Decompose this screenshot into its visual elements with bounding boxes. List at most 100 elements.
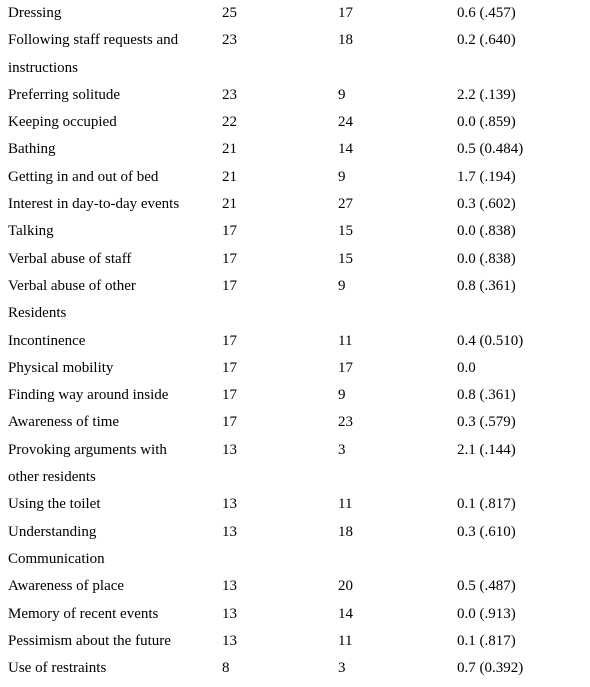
value-col-1: 21	[222, 141, 237, 158]
row-label: Pessimism about the future	[8, 628, 213, 655]
value-col-3: 0.0 (.913)	[457, 605, 516, 622]
row-label: Bathing	[8, 136, 213, 163]
value-col-3: 0.3 (.579)	[457, 414, 516, 431]
value-col-2: 9	[338, 387, 346, 404]
value-col-1: 17	[222, 332, 237, 349]
value-col-2: 14	[338, 605, 353, 622]
row-label-line: Use of restraints	[8, 660, 107, 677]
table-row: Provoking arguments with other residents 1…	[0, 437, 590, 492]
value-col-3: 0.5 (0.484)	[457, 141, 524, 158]
value-col-2: 15	[338, 250, 353, 267]
value-col-1: 21	[222, 196, 237, 213]
row-label: Incontinence	[8, 328, 213, 355]
value-col-2: 3	[338, 660, 346, 677]
row-label-line: Finding way around inside	[8, 387, 169, 404]
value-col-1: 21	[222, 168, 237, 185]
row-label: Dressing	[8, 0, 213, 27]
value-col-1: 13	[222, 605, 237, 622]
row-label: Keeping occupied	[8, 109, 213, 136]
value-col-3: 0.0 (.859)	[457, 114, 516, 131]
row-label: Understanding Communication	[8, 519, 213, 574]
value-col-2: 18	[338, 523, 353, 540]
table-row: Verbal abuse of staff 17 15 0.0 (.838)	[0, 246, 590, 273]
row-label-line: Following staff requests and	[8, 32, 179, 49]
table-row: Using the toilet 13 11 0.1 (.817)	[0, 491, 590, 518]
value-col-2: 18	[338, 32, 353, 49]
value-col-3: 1.7 (.194)	[457, 168, 516, 185]
table-row: Preferring solitude 23 9 2.2 (.139)	[0, 82, 590, 109]
value-col-3: 0.0 (.838)	[457, 223, 516, 240]
row-label-line: Awareness of time	[8, 414, 120, 431]
table-row: Verbal abuse of other Residents 17 9 0.8 (.3…	[0, 273, 590, 328]
row-label: Finding way around inside	[8, 382, 213, 409]
value-col-1: 17	[222, 414, 237, 431]
table-row: Awareness of place 13 20 0.5 (.487)	[0, 573, 590, 600]
value-col-1: 8	[222, 660, 230, 677]
value-col-1: 17	[222, 277, 237, 294]
value-col-3: 0.0	[457, 359, 476, 376]
row-label-line: Physical mobility	[8, 359, 114, 376]
table-row: Getting in and out of bed 21 9 1.7 (.194)	[0, 164, 590, 191]
value-col-2: 20	[338, 578, 353, 595]
row-label: Following staff requests and instructions	[8, 27, 213, 82]
value-col-2: 14	[338, 141, 353, 158]
value-col-3: 0.5 (.487)	[457, 578, 516, 595]
row-label: Awareness of time	[8, 409, 213, 436]
table-row: Talking 17 15 0.0 (.838)	[0, 218, 590, 245]
row-label-line: Verbal abuse of other	[8, 277, 136, 294]
value-col-3: 0.4 (0.510)	[457, 332, 524, 349]
row-label-line: Verbal abuse of staff	[8, 250, 132, 267]
row-label: Getting in and out of bed	[8, 164, 213, 191]
value-col-1: 13	[222, 632, 237, 649]
row-label: Preferring solitude	[8, 82, 213, 109]
value-col-2: 27	[338, 196, 353, 213]
table-row: Physical mobility 17 17 0.0	[0, 355, 590, 382]
row-label-line: Using the toilet	[8, 496, 101, 513]
value-col-3: 0.2 (.640)	[457, 32, 516, 49]
value-col-3: 0.8 (.361)	[457, 387, 516, 404]
value-col-3: 0.3 (.610)	[457, 523, 516, 540]
value-col-3: 0.8 (.361)	[457, 277, 516, 294]
row-label-line: Talking	[8, 223, 54, 240]
value-col-2: 9	[338, 86, 346, 103]
value-col-3: 0.7 (0.392)	[457, 660, 524, 677]
value-col-1: 25	[222, 5, 237, 21]
row-label-line: other residents	[8, 469, 96, 486]
value-col-1: 13	[222, 523, 237, 540]
row-label-line: Understanding	[8, 523, 97, 540]
table-row: Memory of recent events 13 14 0.0 (.913)	[0, 601, 590, 628]
table-row: Finding way around inside 17 9 0.8 (.361)	[0, 382, 590, 409]
value-col-2: 17	[338, 5, 353, 21]
value-col-2: 3	[338, 441, 346, 458]
table-row: Following staff requests and instructions…	[0, 27, 590, 82]
value-col-3: 0.6 (.457)	[457, 5, 516, 21]
row-label: Memory of recent events	[8, 601, 213, 628]
value-col-1: 17	[222, 250, 237, 267]
row-label-line: Pessimism about the future	[8, 632, 171, 649]
row-label: Using the toilet	[8, 491, 213, 518]
table-row: Use of restraints 8 3 0.7 (0.392)	[0, 655, 590, 682]
table-row: Interest in day-to-day events 21 27 0.3 (.6…	[0, 191, 590, 218]
row-label-line: Dressing	[8, 5, 62, 21]
row-label-line: Bathing	[8, 141, 56, 158]
value-col-2: 23	[338, 414, 353, 431]
row-label-line: Communication	[8, 550, 105, 567]
table-row: Keeping occupied 22 24 0.0 (.859)	[0, 109, 590, 136]
value-col-3: 0.1 (.817)	[457, 632, 516, 649]
value-col-1: 17	[222, 387, 237, 404]
value-col-1: 17	[222, 223, 237, 240]
value-col-1: 13	[222, 578, 237, 595]
row-label-line: Residents	[8, 305, 67, 322]
row-label-line: instructions	[8, 59, 78, 76]
table-row: Bathing 21 14 0.5 (0.484)	[0, 136, 590, 163]
row-label: Physical mobility	[8, 355, 213, 382]
value-col-2: 24	[338, 114, 353, 131]
row-label-line: Preferring solitude	[8, 86, 121, 103]
table-row: Dressing 25 17 0.6 (.457)	[0, 0, 590, 27]
value-col-1: 23	[222, 32, 237, 49]
value-col-3: 2.1 (.144)	[457, 441, 516, 458]
row-label-line: Incontinence	[8, 332, 86, 349]
value-col-3: 0.0 (.838)	[457, 250, 516, 267]
row-label: Verbal abuse of staff	[8, 246, 213, 273]
